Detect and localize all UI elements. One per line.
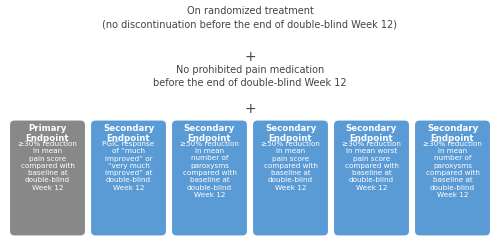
FancyBboxPatch shape [10,120,86,236]
Text: Secondary
Endpoint: Secondary Endpoint [103,124,154,144]
Text: ≥50% reduction
in mean
pain score
compared with
baseline at
double-blind
Week 12: ≥50% reduction in mean pain score compar… [261,141,320,190]
Text: Secondary
Endpoint: Secondary Endpoint [427,124,478,144]
FancyBboxPatch shape [414,120,490,236]
Text: Secondary
Endpoint: Secondary Endpoint [346,124,397,144]
Text: PGIC response
of “much
improved” or
“very much
improved” at
double-blind
Week 12: PGIC response of “much improved” or “ver… [102,141,154,190]
Text: +: + [244,50,256,64]
FancyBboxPatch shape [252,120,328,236]
Text: ≥30% reduction
in mean
pain score
compared with
baseline at
double-blind
Week 12: ≥30% reduction in mean pain score compar… [18,141,77,190]
Text: ≥30% reduction
in mean
number of
paroxysms
compared with
baseline at
double-blin: ≥30% reduction in mean number of paroxys… [423,141,482,198]
FancyBboxPatch shape [172,120,248,236]
FancyBboxPatch shape [334,120,409,236]
Text: ≥50% reduction
in mean
number of
paroxysms
compared with
baseline at
double-blin: ≥50% reduction in mean number of paroxys… [180,141,239,198]
Text: +: + [244,102,256,116]
FancyBboxPatch shape [90,120,166,236]
Text: Primary
Endpoint: Primary Endpoint [26,124,70,144]
Text: Secondary
Endpoint: Secondary Endpoint [184,124,235,144]
Text: On randomized treatment
(no discontinuation before the end of double-blind Week : On randomized treatment (no discontinuat… [102,6,398,29]
Text: No prohibited pain medication
before the end of double-blind Week 12: No prohibited pain medication before the… [153,65,347,88]
Text: Secondary
Endpoint: Secondary Endpoint [265,124,316,144]
Text: ≥30% reduction
in mean worst
pain score
compared with
baseline at
double-blind
W: ≥30% reduction in mean worst pain score … [342,141,401,190]
